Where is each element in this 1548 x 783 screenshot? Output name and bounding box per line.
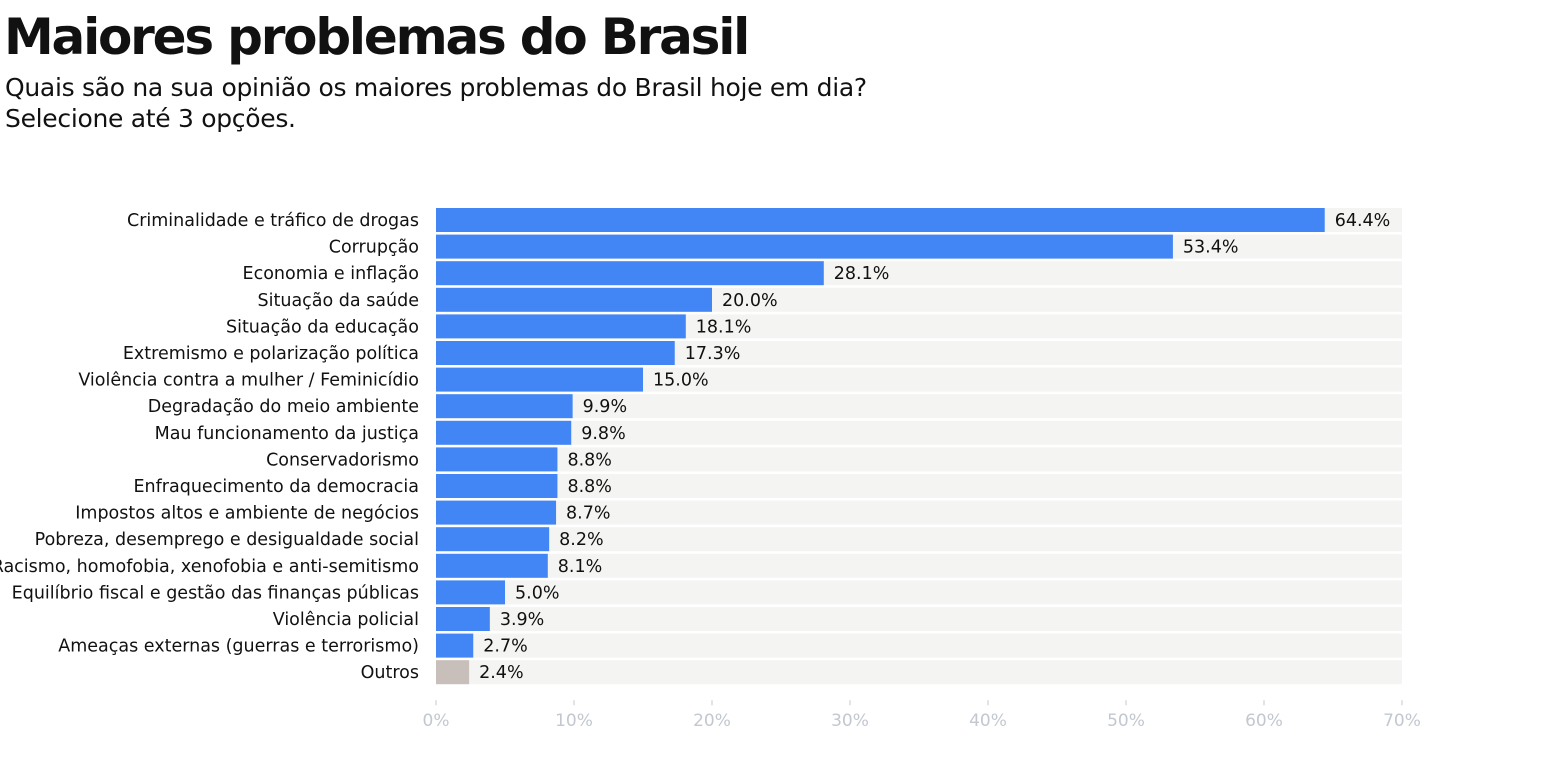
data-label: 8.8% — [567, 450, 611, 470]
data-label: 18.1% — [696, 317, 752, 337]
bar-track — [436, 474, 1402, 498]
data-label: 64.4% — [1335, 211, 1391, 231]
category-label: Corrupção — [329, 238, 419, 258]
bar — [436, 394, 573, 419]
category-label: Violência policial — [273, 610, 419, 630]
bar — [436, 367, 643, 392]
data-label: 20.0% — [722, 291, 778, 311]
data-label: 5.0% — [515, 583, 559, 603]
category-label: Economia e inflação — [243, 264, 419, 284]
category-label: Conservadorismo — [266, 450, 419, 470]
bar — [436, 447, 558, 472]
data-label: 15.0% — [653, 371, 709, 391]
bar — [436, 580, 505, 605]
category-label: Mau funcionamento da justiça — [155, 424, 419, 444]
data-label: 2.7% — [483, 637, 527, 657]
x-tick-label: 50% — [1107, 711, 1145, 731]
category-label: Enfraquecimento da democracia — [134, 477, 420, 497]
bar — [436, 553, 548, 578]
chart-title: Maiores problemas do Brasil — [4, 8, 750, 66]
bar-track — [436, 394, 1402, 419]
x-tick-label: 0% — [423, 711, 450, 731]
bar-track — [436, 527, 1402, 552]
data-label: 17.3% — [685, 344, 741, 364]
category-label: Impostos altos e ambiente de negócios — [75, 504, 419, 524]
bar — [436, 527, 550, 552]
value-labels: 64.4% 53.4% 28.1% 20.0% 18.1% 17.3% 15.0% 9.9% 9… — [479, 211, 1390, 683]
bar — [436, 633, 474, 658]
category-label: Criminalidade e tráfico de drogas — [127, 211, 419, 231]
category-label: Situação da educação — [226, 317, 419, 337]
x-axis: 0% 10% 20% 30% 40% 50% 60% 70% — [423, 700, 1421, 731]
bar-track — [436, 447, 1402, 472]
data-label: 28.1% — [834, 264, 890, 284]
bar — [436, 500, 557, 525]
data-label: 9.8% — [581, 424, 625, 444]
chart-subtitle: Quais são na sua opinião os maiores prob… — [5, 72, 867, 134]
x-tick-label: 40% — [969, 711, 1007, 731]
data-label: 8.2% — [559, 530, 603, 550]
category-label: Pobreza, desemprego e desigualdade socia… — [35, 530, 419, 550]
category-label: Equilíbrio fiscal e gestão das finanças … — [12, 583, 419, 603]
bar — [436, 234, 1173, 259]
x-tick-label: 70% — [1383, 711, 1421, 731]
bar-track — [436, 500, 1402, 525]
category-label: Degradação do meio ambiente — [148, 397, 419, 417]
bar-track — [436, 420, 1402, 445]
bar-track — [436, 580, 1402, 605]
bar-track — [436, 660, 1402, 685]
x-tick-label: 20% — [693, 711, 731, 731]
data-label: 8.1% — [558, 557, 602, 577]
bar — [436, 261, 824, 286]
data-label: 8.8% — [567, 477, 611, 497]
data-label: 2.4% — [479, 663, 523, 683]
category-labels: Criminalidade e tráfico de drogas Corrupç… — [0, 211, 419, 683]
category-label: Ameaças externas (guerras e terrorismo) — [58, 637, 419, 657]
x-tick-label: 10% — [555, 711, 593, 731]
category-label: Violência contra a mulher / Feminicídio — [78, 371, 419, 391]
bar — [436, 660, 470, 685]
category-label: Situação da saúde — [258, 291, 419, 311]
bar-track — [436, 553, 1402, 578]
category-label: Extremismo e polarização política — [123, 344, 419, 364]
bar — [436, 314, 686, 339]
data-label: 53.4% — [1183, 238, 1239, 258]
bar — [436, 287, 712, 312]
subtitle-instruction: Selecione até 3 opções. — [5, 104, 296, 133]
category-label: Racismo, homofobia, xenofobia e anti-sem… — [0, 557, 419, 577]
data-label: 8.7% — [566, 504, 610, 524]
subtitle-question: Quais são na sua opinião os maiores prob… — [5, 73, 867, 102]
x-tick-label: 30% — [831, 711, 869, 731]
data-label: 3.9% — [500, 610, 544, 630]
bar — [436, 208, 1325, 232]
bars — [436, 208, 1325, 685]
bar — [436, 420, 572, 445]
bar-track — [436, 607, 1402, 631]
category-label: Outros — [361, 663, 419, 683]
bar — [436, 607, 490, 631]
bar-track — [436, 633, 1402, 658]
x-tick-label: 60% — [1245, 711, 1283, 731]
bar — [436, 474, 558, 498]
bar — [436, 341, 675, 365]
data-label: 9.9% — [583, 397, 627, 417]
